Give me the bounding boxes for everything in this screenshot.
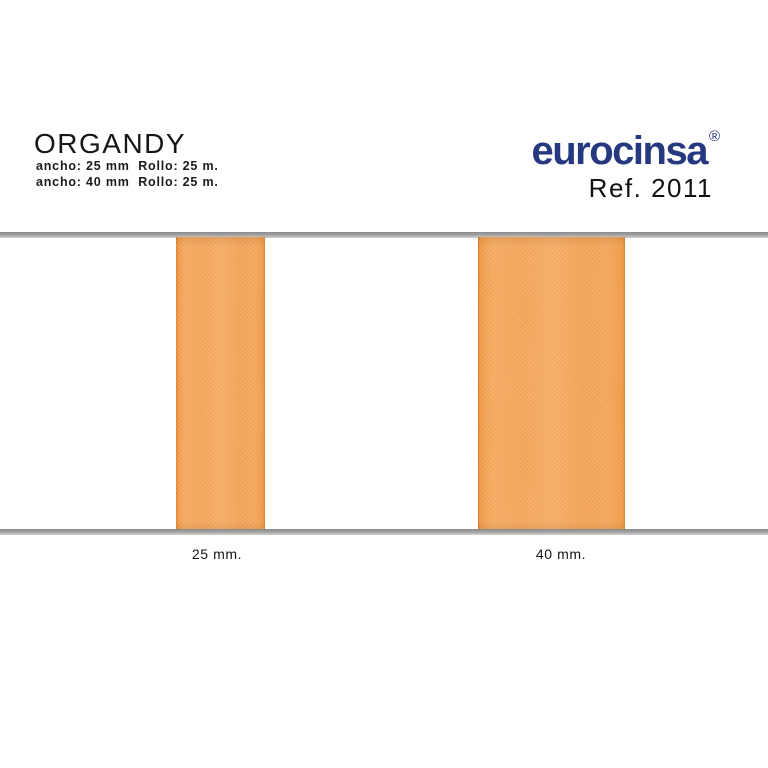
display-rail-top [0, 232, 768, 238]
brand-name: eurocinsa [531, 129, 708, 173]
width-label-40mm: 40 mm. [535, 546, 587, 562]
page-title: ORGANDY [34, 128, 187, 159]
display-rail-bottom [0, 529, 768, 535]
product-specs: ancho: 25 mm Rollo: 25 m. ancho: 40 mm R… [36, 159, 219, 190]
reference-number: Ref. 2011 [588, 173, 713, 203]
width-label-25mm: 25 mm. [191, 546, 243, 562]
brand-block: eurocinsa ® Ref. 2011 [531, 128, 720, 204]
registered-trademark-icon: ® [708, 128, 720, 145]
ribbon-sample-40mm [478, 237, 625, 529]
ribbon-sample-25mm [176, 237, 265, 529]
brand-logo: eurocinsa ® [531, 128, 720, 173]
spec-line-40mm: ancho: 40 mm Rollo: 25 m. [36, 174, 219, 189]
spec-line-25mm: ancho: 25 mm Rollo: 25 m. [36, 159, 219, 173]
